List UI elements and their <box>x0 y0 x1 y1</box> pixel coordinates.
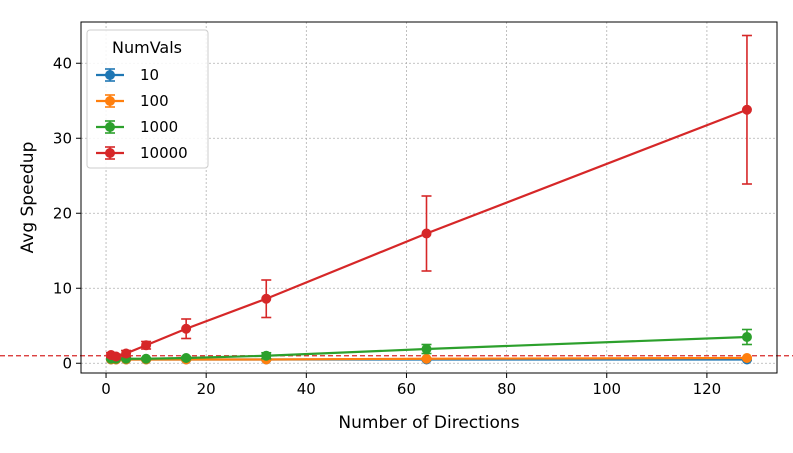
x-axis-label: Number of Directions <box>338 413 519 433</box>
series-10000 <box>106 34 752 362</box>
data-point <box>111 351 122 362</box>
y-tick-label: 30 <box>53 129 72 147</box>
data-point <box>181 353 192 363</box>
x-tick-label: 120 <box>693 380 722 398</box>
legend-item-10000: 10000 <box>96 144 188 162</box>
data-point <box>421 353 432 364</box>
data-point <box>421 344 432 354</box>
y-tick-label: 0 <box>62 354 72 372</box>
legend-marker <box>105 148 115 158</box>
x-tick-label: 100 <box>592 380 621 398</box>
y-axis-label: Avg Speedup <box>18 142 38 254</box>
legend-box <box>86 29 209 169</box>
legend-label: 100 <box>140 92 169 110</box>
data-point <box>741 104 752 115</box>
data-point <box>741 353 752 363</box>
legend-marker <box>105 122 115 132</box>
data-point <box>121 348 132 359</box>
series-layer <box>106 34 752 365</box>
y-tick-label: 10 <box>53 279 72 297</box>
plot-frame <box>80 21 778 374</box>
legend-marker <box>105 70 115 80</box>
legend-label: 1000 <box>140 118 178 136</box>
x-tick-label: 0 <box>101 380 111 398</box>
data-point <box>141 353 152 364</box>
y-tick-label: 20 <box>53 204 72 222</box>
legend-item-100: 100 <box>96 92 169 110</box>
data-point <box>261 350 272 361</box>
ticks: 0 20 40 60 80 100 120 0 10 20 30 40 <box>53 54 721 398</box>
data-point <box>141 340 152 351</box>
x-tick-label: 20 <box>197 380 216 398</box>
y-tick-label: 40 <box>53 54 72 72</box>
legend-marker <box>105 96 115 106</box>
x-tick-label: 40 <box>297 380 316 398</box>
legend-item-1000: 1000 <box>96 118 178 136</box>
legend-items: 10 100 1000 10000 <box>96 66 188 162</box>
data-point <box>741 332 752 342</box>
x-tick-label: 60 <box>397 380 416 398</box>
x-tick-label: 80 <box>497 380 516 398</box>
legend-label: 10 <box>140 66 159 84</box>
legend-title: NumVals <box>112 38 182 57</box>
data-point <box>421 228 432 239</box>
legend: NumVals 10 100 1000 10000 <box>86 29 209 169</box>
legend-label: 10000 <box>140 144 188 162</box>
data-point <box>261 293 272 304</box>
data-point <box>181 323 192 334</box>
legend-item-10: 10 <box>96 66 159 84</box>
